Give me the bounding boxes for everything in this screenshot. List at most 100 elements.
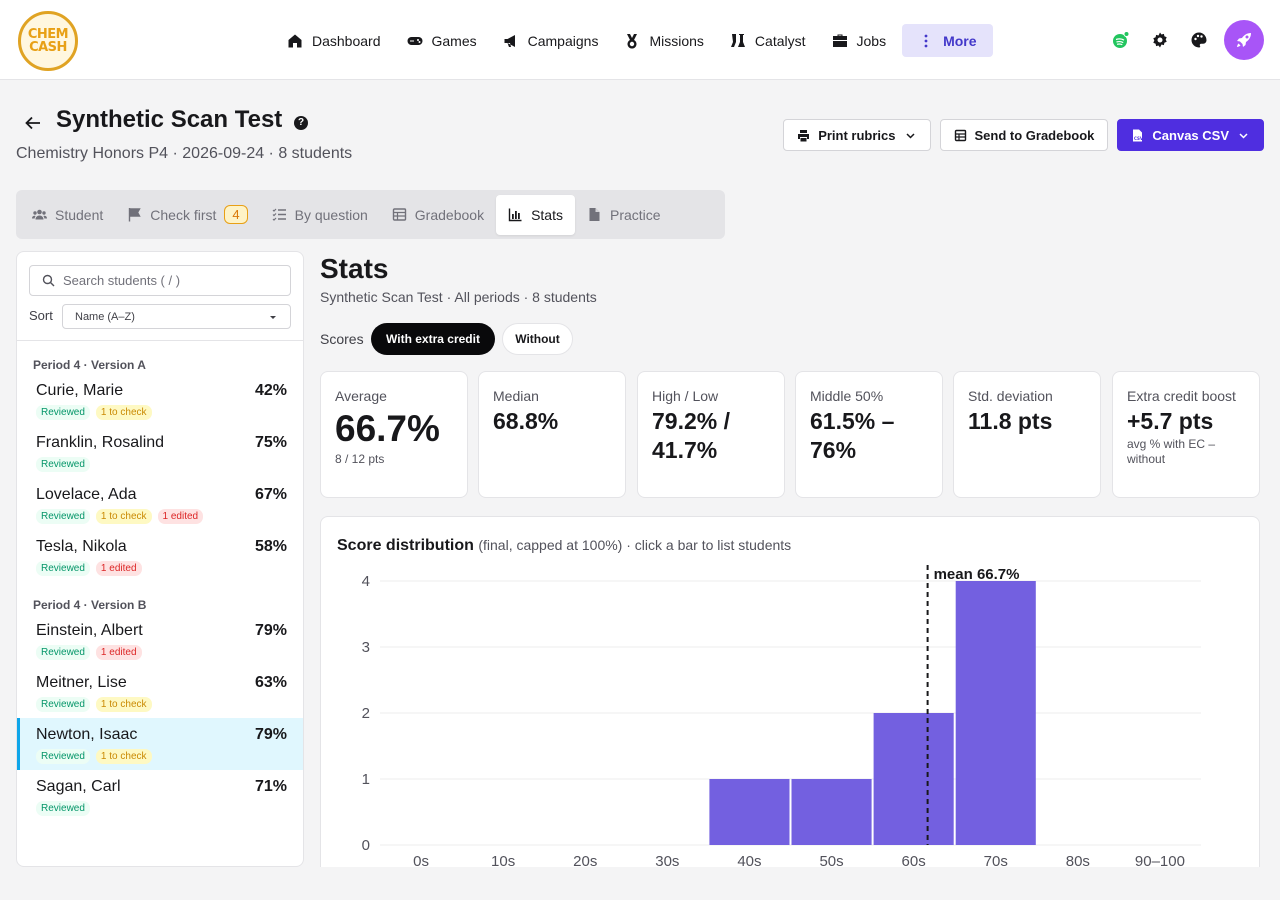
stat-card-extra-credit-boost: Extra credit boost +5.7 pts avg % with E… — [1112, 371, 1260, 498]
student-row[interactable]: Meitner, Lise 63% Reviewed 1 to check — [17, 666, 303, 718]
histogram-bar[interactable] — [791, 779, 872, 845]
student-name: Curie, Marie — [36, 382, 124, 399]
nav-label: Jobs — [856, 32, 887, 49]
rocket-icon — [1237, 33, 1251, 47]
student-row[interactable]: Einstein, Albert 79% Reviewed 1 edited — [17, 614, 303, 666]
divider — [17, 340, 303, 341]
search-box — [29, 265, 291, 296]
student-row[interactable]: Newton, Isaac 79% Reviewed 1 to check — [17, 718, 303, 770]
nav-dashboard[interactable]: Dashboard — [277, 24, 391, 57]
dots-vertical-icon — [924, 34, 928, 47]
top-icons — [1101, 20, 1264, 60]
x-tick-label: 80s — [1066, 853, 1090, 870]
theme-button[interactable] — [1179, 20, 1218, 60]
chart-title: Score distribution — [337, 537, 474, 554]
tab-student[interactable]: Student — [20, 195, 115, 235]
score-distribution-card: Score distribution (final, capped at 100… — [320, 516, 1260, 886]
nav-jobs[interactable]: Jobs — [822, 24, 897, 57]
page-title: Synthetic Scan Test — [56, 106, 283, 133]
card-label: Extra credit boost — [1127, 388, 1236, 404]
nav-missions[interactable]: Missions — [614, 24, 713, 57]
histogram-bar[interactable] — [955, 581, 1036, 845]
tab-label: Practice — [609, 206, 661, 223]
tab-by-question[interactable]: By question — [260, 195, 380, 235]
status-badge: Reviewed — [36, 749, 90, 764]
card-note: 8 / 12 pts — [335, 452, 385, 466]
tab-practice[interactable]: Practice — [575, 195, 673, 235]
x-tick-label: 40s — [737, 853, 761, 870]
status-badge: 1 edited — [95, 561, 142, 576]
logo-text-line1: CHEM — [27, 27, 69, 42]
status-badge: Reviewed — [36, 561, 90, 576]
csv-file-icon: CSV — [1133, 129, 1144, 141]
status-badge: 1 to check — [95, 405, 152, 420]
users-icon — [32, 209, 47, 220]
print-rubrics-label: Print rubrics — [818, 127, 896, 143]
student-score: 42% — [254, 382, 287, 399]
search-input[interactable] — [63, 273, 263, 288]
nav-more[interactable]: More — [902, 24, 993, 57]
group-label: Period 4 · Version A — [33, 358, 146, 372]
nav-label: Missions — [649, 32, 704, 49]
stats-subtitle: Synthetic Scan Test · All periods · 8 st… — [320, 289, 597, 305]
print-rubrics-button[interactable]: Print rubrics — [783, 119, 931, 151]
main-nav: Dashboard Games Campaigns Missions Catal… — [277, 24, 993, 57]
flask-icon — [730, 33, 745, 47]
student-row[interactable]: Lovelace, Ada 67% Reviewed 1 to check 1 edit… — [17, 478, 303, 530]
status-chips: Reviewed 1 to check — [36, 405, 152, 420]
x-tick-label: 0s — [413, 853, 429, 870]
student-score: 58% — [254, 538, 287, 555]
histogram-bar[interactable] — [873, 713, 954, 845]
tab-gradebook[interactable]: Gradebook — [380, 195, 496, 235]
student-name: Newton, Isaac — [36, 726, 138, 743]
tab-label: Student — [55, 206, 104, 223]
table-icon — [392, 208, 406, 221]
check-first-count-badge: 4 — [224, 205, 248, 224]
svg-text:CSV: CSV — [1134, 136, 1144, 141]
gamepad-icon — [407, 36, 422, 45]
student-row[interactable]: Franklin, Rosalind 75% Reviewed — [17, 426, 303, 478]
table-icon — [954, 129, 966, 141]
briefcase-icon — [832, 34, 847, 47]
stat-card-middle-50: Middle 50% 61.5% – 76% — [795, 371, 943, 498]
tab-stats[interactable]: Stats — [496, 194, 575, 235]
student-row[interactable]: Tesla, Nikola 58% Reviewed 1 edited — [17, 530, 303, 582]
spotify-button[interactable] — [1101, 20, 1140, 60]
flag-icon — [129, 208, 141, 222]
student-row[interactable]: Sagan, Carl 71% Reviewed — [17, 770, 303, 822]
launch-button[interactable] — [1224, 20, 1264, 60]
nav-games[interactable]: Games — [397, 24, 487, 57]
with-extra-credit-toggle[interactable]: With extra credit — [371, 323, 495, 355]
status-badge: Reviewed — [36, 697, 90, 712]
nav-campaigns[interactable]: Campaigns — [493, 24, 609, 57]
send-to-gradebook-button[interactable]: Send to Gradebook — [939, 119, 1109, 151]
histogram-bar[interactable] — [709, 779, 790, 845]
chevron-down-icon — [1239, 132, 1248, 139]
canvas-csv-button[interactable]: CSV Canvas CSV — [1117, 119, 1264, 151]
x-tick-label: 50s — [819, 853, 843, 870]
sort-select[interactable]: Name (A–Z) — [62, 304, 291, 329]
card-value: 11.8 pts — [968, 408, 1053, 434]
spotify-icon — [1112, 31, 1129, 48]
settings-button[interactable] — [1140, 20, 1179, 60]
card-label: High / Low — [652, 388, 719, 404]
home-icon — [288, 34, 302, 47]
chemcash-logo[interactable]: CHEM CASH — [18, 11, 78, 71]
student-row[interactable]: Curie, Marie 42% Reviewed 1 to check — [17, 374, 303, 426]
help-icon[interactable]: ? — [294, 116, 308, 130]
tab-check-first[interactable]: Check first 4 — [115, 195, 259, 235]
student-name: Franklin, Rosalind — [36, 434, 165, 451]
without-extra-credit-toggle[interactable]: Without — [502, 323, 573, 355]
student-name: Sagan, Carl — [36, 778, 121, 795]
y-tick-label: 1 — [362, 771, 370, 788]
card-label: Average — [335, 388, 387, 404]
view-tabs: Student Check first 4 By question Gradeb… — [16, 190, 725, 239]
status-badge: 1 to check — [95, 749, 152, 764]
tab-label: Stats — [531, 206, 563, 223]
search-icon — [42, 274, 55, 287]
status-badge: 1 edited — [157, 509, 204, 524]
bar-chart-icon — [508, 208, 522, 222]
back-arrow-icon[interactable] — [24, 114, 42, 132]
nav-label: More — [943, 32, 977, 49]
nav-catalyst[interactable]: Catalyst — [720, 24, 816, 57]
